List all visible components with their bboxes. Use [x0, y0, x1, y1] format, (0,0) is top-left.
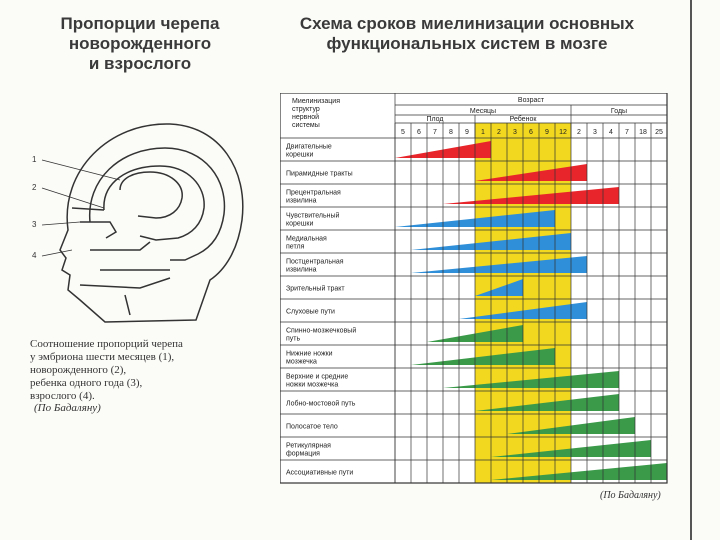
skull-outline-newborn: [103, 165, 205, 241]
bar-2: [443, 187, 619, 204]
column-label: 4: [609, 129, 613, 136]
left-title-line: Пропорции черепа: [60, 14, 220, 33]
row-label: ножки мозжечка: [286, 382, 338, 389]
row-label: Чувствительный: [286, 212, 340, 220]
skull-caption: Соотношение пропорций черепа у эмбриона …: [30, 338, 240, 403]
row-label: Нижние ножки: [286, 351, 333, 358]
corner-header-line: Миелинизация: [292, 98, 340, 105]
page-edge: [690, 0, 692, 540]
right-title: Схема сроков миелинизации основных функц…: [262, 14, 672, 54]
left-title: Пропорции черепа новорожденного и взросл…: [40, 14, 240, 74]
caption-line: взрослого (4).: [30, 390, 95, 402]
jaw-line: [79, 277, 171, 316]
skull-label-2: 2: [32, 183, 37, 192]
row-label: Пирамидные тракты: [286, 171, 353, 178]
column-label: 2: [577, 129, 581, 136]
row-label: путь: [286, 336, 300, 343]
child-header: Ребенок: [510, 115, 538, 123]
row-label: Верхние и средние: [286, 374, 348, 381]
corner-header-line: нервной: [292, 113, 319, 121]
column-label: 8: [449, 129, 453, 136]
credit-right: (По Бадаляну): [600, 490, 661, 501]
row-label: извилина: [286, 198, 317, 205]
caption-line: ребенка одного года (3),: [30, 377, 143, 389]
row-label: извилина: [286, 267, 317, 274]
age-header: Возраст: [518, 97, 545, 104]
row-label: Зрительный тракт: [286, 285, 345, 293]
column-label: 9: [465, 129, 469, 136]
bar-5: [411, 256, 587, 273]
right-title-line: Схема сроков миелинизации основных: [299, 14, 635, 33]
skull-label-4: 4: [32, 251, 37, 260]
corner-header-line: структур: [292, 106, 320, 113]
bar-9: [411, 348, 555, 365]
left-title-line: новорожденного: [68, 34, 212, 53]
credit-left: (По Бадаляну): [34, 402, 101, 414]
column-label: 18: [639, 129, 647, 136]
row-label: Ассоциативные пути: [286, 470, 353, 477]
row-label: Спинно-мозжечковый: [286, 327, 356, 335]
face-line: [71, 207, 170, 271]
left-title-line: и взрослого: [88, 54, 192, 73]
bar-11: [475, 394, 619, 411]
months-header: Месяцы: [470, 108, 496, 115]
right-title-line: функциональных систем в мозге: [326, 34, 608, 53]
row-label: Двигательные: [286, 144, 332, 151]
row-label: Медиальная: [286, 236, 327, 243]
row-label: Полосатое тело: [286, 424, 338, 431]
column-label: 6: [417, 129, 421, 136]
column-label: 6: [529, 129, 533, 136]
row-label: Постцентральная: [286, 259, 344, 266]
column-label: 9: [545, 129, 549, 136]
row-label: Лобно-мостовой путь: [286, 400, 356, 408]
column-label: 7: [625, 129, 629, 136]
column-label: 12: [559, 129, 567, 136]
caption-line: у эмбриона шести месяцев (1),: [30, 351, 175, 363]
column-label: 7: [433, 129, 437, 136]
column-label: 3: [593, 129, 597, 136]
column-label: 2: [497, 129, 501, 136]
column-label: 5: [401, 129, 405, 136]
years-header: Годы: [611, 108, 627, 115]
column-label: 1: [481, 129, 485, 136]
skull-outline-year: [89, 147, 226, 261]
skull-outline-embryo: [119, 171, 183, 219]
row-label: формация: [286, 451, 320, 458]
bar-1: [475, 164, 587, 181]
skull-label-1: 1: [32, 155, 37, 164]
row-label: Слуховые пути: [286, 309, 335, 316]
column-label: 3: [513, 129, 517, 136]
bar-6: [475, 279, 523, 296]
row-label: Прецентральная: [286, 190, 341, 197]
row-label: Ретикулярная: [286, 443, 331, 450]
row-label: петля: [286, 244, 305, 251]
skull-label-3: 3: [32, 220, 37, 229]
bar-10: [443, 371, 619, 388]
caption-line: Соотношение пропорций черепа: [30, 338, 183, 350]
skull-outline-adult: [59, 123, 244, 323]
skull-diagram: 1 2 3 4: [32, 123, 244, 323]
caption-line: новорожденного (2),: [30, 364, 127, 376]
bar-14: [491, 463, 667, 480]
fetus-header: Плод: [426, 116, 443, 123]
row-label: мозжечка: [286, 359, 317, 366]
row-label: корешки: [286, 152, 313, 159]
corner-header-line: системы: [292, 122, 320, 129]
column-label: 25: [655, 129, 663, 136]
row-label: корешки: [286, 221, 313, 228]
